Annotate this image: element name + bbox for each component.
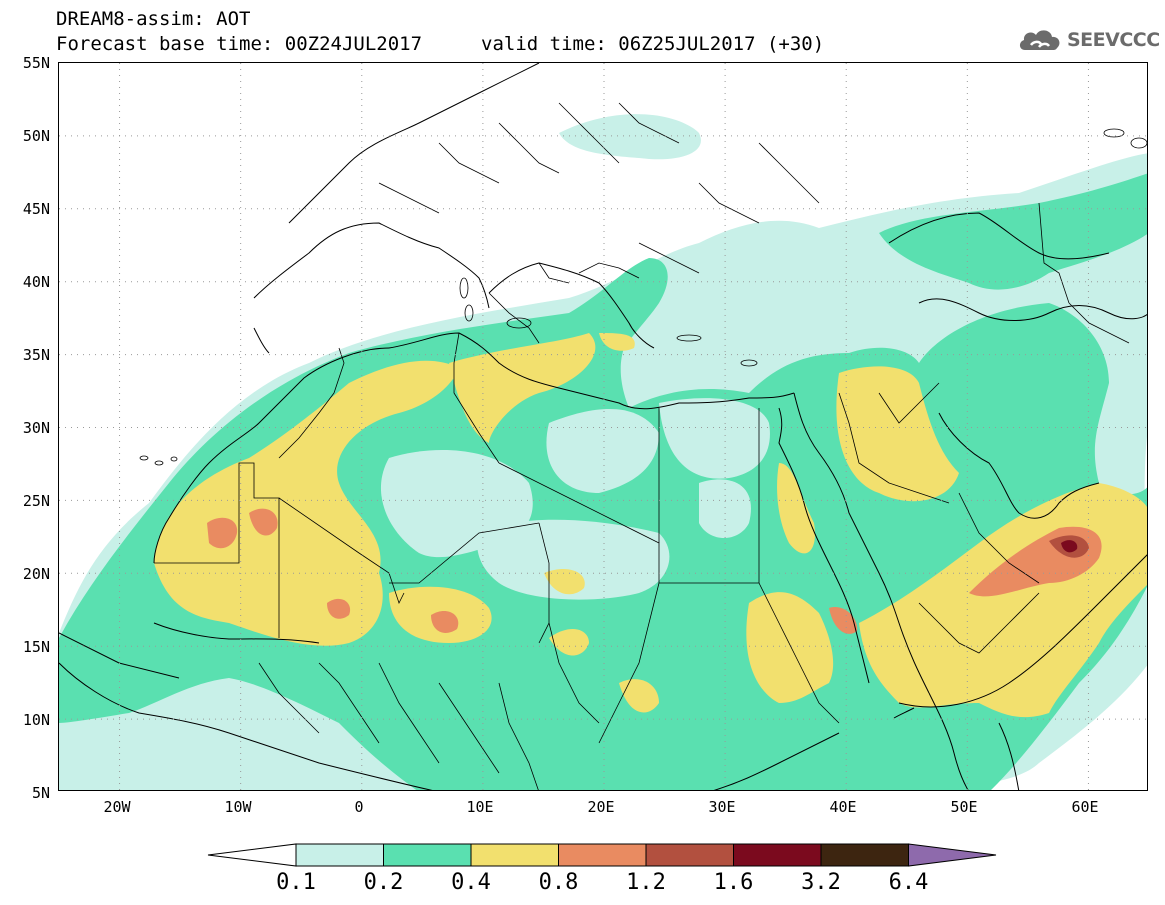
- lon-label-10e: 10E: [466, 798, 494, 816]
- cloud-icon: [1019, 30, 1060, 50]
- lon-label-50e: 50E: [950, 798, 978, 816]
- lon-label-30e: 30E: [708, 798, 736, 816]
- lon-label-10w: 10W: [224, 798, 252, 816]
- colorbar-label-0.1: 0.1: [276, 870, 316, 895]
- lat-label-40n: 40N: [22, 273, 50, 291]
- colorbar-bin-6: [820, 843, 909, 867]
- lon-label-20e: 20E: [587, 798, 615, 816]
- colorbar-label-0.4: 0.4: [451, 870, 491, 895]
- seevccc-logo: SEEVCCC: [1017, 26, 1160, 54]
- coastlines-borders: [59, 63, 1147, 790]
- colorbar-under-arrow: [207, 843, 297, 867]
- lat-label-30n: 30N: [22, 419, 50, 437]
- colorbar-bin-0: [295, 843, 384, 867]
- lon-label-0: 0: [354, 798, 364, 816]
- logo-text: SEEVCCC: [1067, 29, 1160, 51]
- valid-time: valid time: 06Z25JUL2017 (+30): [481, 33, 825, 55]
- colorbar-bin-4: [645, 843, 734, 867]
- colorbar-label-1.2: 1.2: [626, 870, 666, 895]
- forecast-base-time: Forecast base time: 00Z24JUL2017: [56, 33, 423, 55]
- country-borders: [154, 102, 1130, 790]
- lon-label-60e: 60E: [1071, 798, 1099, 816]
- lat-label-45n: 45N: [22, 200, 50, 218]
- colorbar-label-1.6: 1.6: [713, 870, 754, 895]
- lat-label-50n: 50N: [22, 127, 50, 145]
- colorbar-label-0.8: 0.8: [538, 870, 579, 895]
- lon-label-20w: 20W: [103, 798, 131, 816]
- colorbar-bin-1: [383, 843, 472, 867]
- aot-map: [58, 62, 1148, 791]
- aot-1.6-field: [1061, 540, 1078, 553]
- colorbar-label-6.4: 6.4: [888, 870, 929, 895]
- colorbar-bin-3: [558, 843, 647, 867]
- lat-label-5n: 5N: [31, 784, 50, 802]
- colorbar-over-arrow: [908, 843, 997, 867]
- map-title: DREAM8-assim: AOT: [56, 8, 251, 30]
- lat-label-15n: 15N: [22, 638, 50, 656]
- colorbar-label-0.2: 0.2: [363, 870, 404, 895]
- aot-map-svg: [59, 63, 1147, 790]
- lat-label-35n: 35N: [22, 346, 50, 364]
- colorbar-bin-2: [470, 843, 559, 867]
- aot-light-holes: [380, 398, 770, 600]
- colorbar-label-3.2: 3.2: [801, 870, 841, 895]
- colorbar-bin-5: [733, 843, 822, 867]
- lon-label-40e: 40E: [829, 798, 857, 816]
- islands: [139, 128, 1147, 466]
- lat-label-10n: 10N: [22, 711, 50, 729]
- lat-label-20n: 20N: [22, 565, 50, 583]
- lat-label-55n: 55N: [22, 54, 50, 72]
- lat-label-25n: 25N: [22, 492, 50, 510]
